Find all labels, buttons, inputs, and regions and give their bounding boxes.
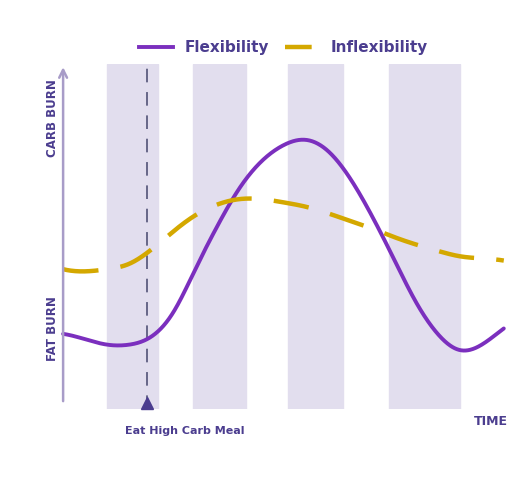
Bar — [389, 65, 460, 410]
Text: Eat High Carb Meal: Eat High Carb Meal — [125, 425, 244, 435]
Text: TIME: TIME — [474, 414, 508, 428]
Text: CARB BURN: CARB BURN — [46, 80, 59, 157]
Text: FAT BURN: FAT BURN — [46, 296, 59, 361]
Bar — [107, 65, 158, 410]
Bar — [288, 65, 343, 410]
Legend: Flexibility, Inflexibility: Flexibility, Inflexibility — [133, 34, 434, 61]
Bar — [193, 65, 246, 410]
